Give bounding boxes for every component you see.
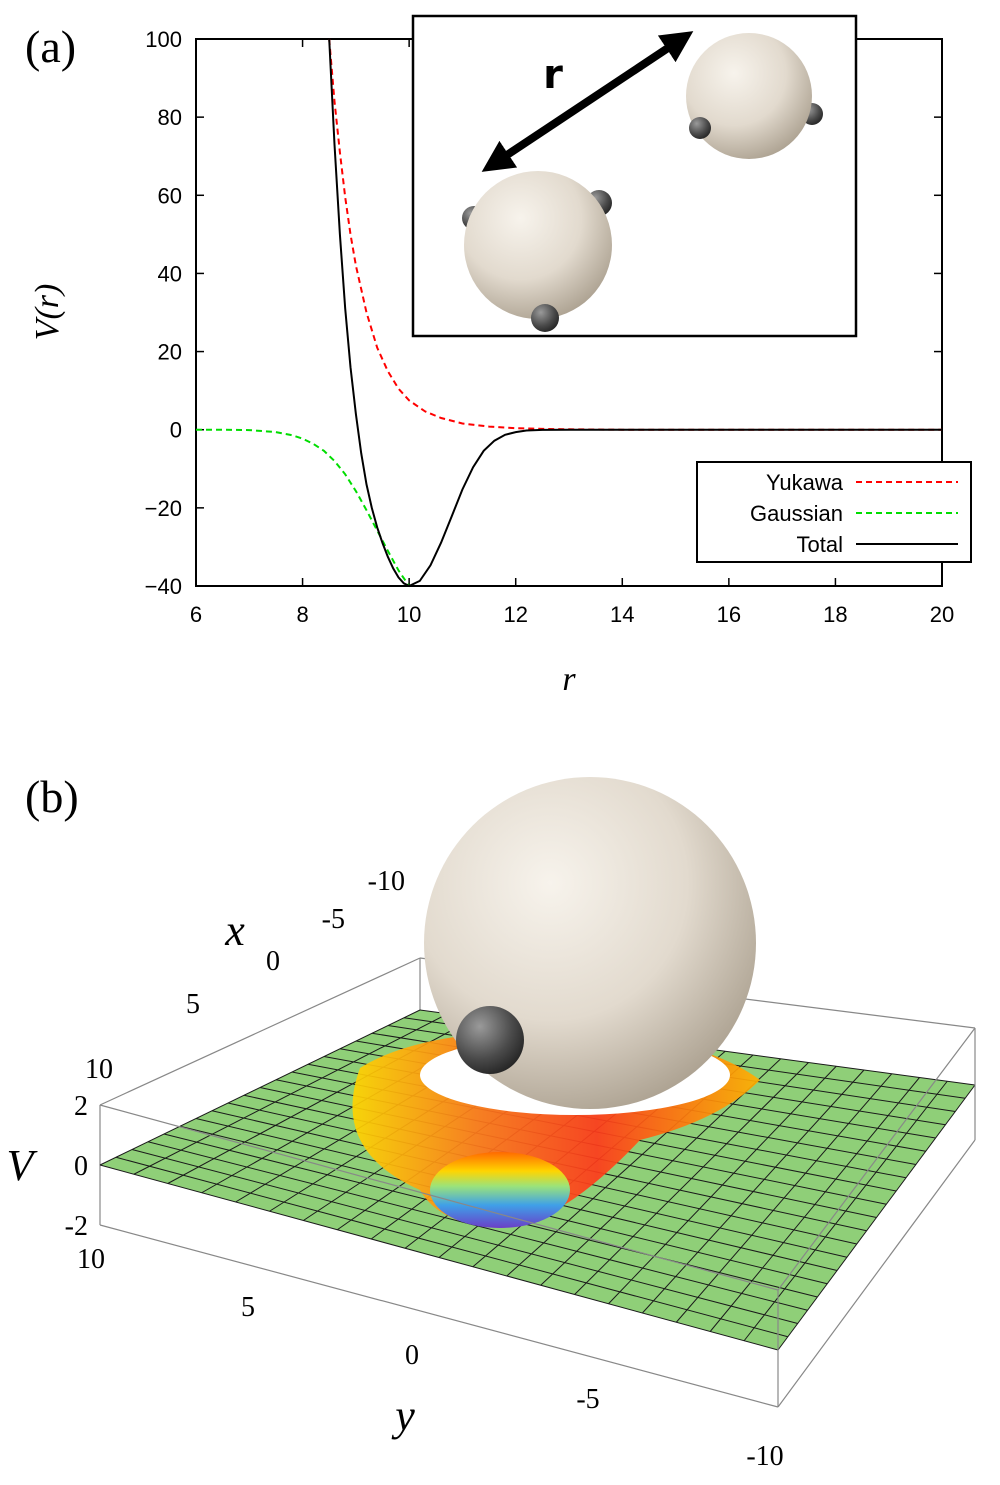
legend-label-yukawa: Yukawa [766,470,844,495]
y-tick-label: 100 [145,27,182,52]
inset-illustration: r [411,14,858,338]
x-tick-label: 0 [266,946,280,977]
v-tick-label: 2 [74,1091,88,1122]
panel-a-label: (a) [25,21,76,72]
particle-patch [689,117,711,139]
y-tick-label: 80 [158,105,182,130]
legend-label-total: Total [797,532,843,557]
legend-box [696,461,972,563]
x-tick-label: 5 [186,989,200,1020]
y-tick-label: 10 [77,1244,105,1275]
y-tick-label: 0 [405,1340,419,1371]
series-total [328,38,942,588]
v-axis-label: V [7,1141,39,1190]
patchy-particle-2 [686,33,823,159]
legend: Yukawa Gaussian Total [696,461,972,563]
x-tick-label: -5 [322,904,345,935]
v-tick-label: 0 [74,1151,88,1182]
x-tick-label: 6 [190,602,202,627]
x-tick-label: 20 [930,602,954,627]
v-tick-label: -2 [65,1211,88,1242]
surface-plot-3d: -10 -5 0 5 10 x 2 0 -2 V 10 5 0 -5 -10 y [7,777,976,1472]
y-tick-label: −20 [145,496,182,521]
y-tick-label: -5 [576,1384,599,1415]
x-tick-label: 10 [85,1054,113,1085]
mesh-line [709,1077,920,1332]
distance-label: r [543,52,563,98]
y-axis-label: V(r) [29,284,66,341]
panel-b-label: (b) [25,771,79,822]
particle-patch [456,1006,524,1074]
y-tick-label: -10 [746,1441,783,1472]
y-tick-label: −40 [145,574,182,599]
box-edges-front [99,1027,976,1408]
y-axis-ticks: 10 5 0 -5 -10 [77,1244,784,1472]
v-axis-ticks: 2 0 -2 [65,1091,88,1242]
patchy-particle-3d [424,777,756,1109]
legend-label-gaussian: Gaussian [750,501,843,526]
particle-patch [531,304,559,332]
x-tick-label: -10 [368,866,405,897]
particle-sphere [464,171,612,319]
y-tick-label: 5 [241,1292,255,1323]
y-tick-label: 0 [170,418,182,443]
mesh-line [675,1073,893,1323]
mesh-line [540,1058,782,1286]
x-axis-ticks: -10 -5 0 5 10 [85,866,405,1085]
mesh-line [608,1065,837,1305]
mesh-line [574,1062,809,1295]
x-tick-label: 12 [503,602,527,627]
well-bottom [430,1152,570,1228]
x-tick-label: 14 [610,602,634,627]
x-axis-label: r [562,661,576,698]
mesh-line [642,1069,865,1314]
x-axis-label: x [224,906,245,955]
series-yukawa [328,38,942,431]
x-tick-label: 8 [296,602,308,627]
x-tick-label: 18 [823,602,847,627]
particle-sphere [686,33,812,159]
mesh-line [777,1084,976,1351]
y-tick-label: 20 [158,340,182,365]
series-gaussian [196,428,410,587]
y-tick-label: 40 [158,261,182,286]
distance-arrow [481,31,694,172]
y-axis-label: y [391,1391,415,1440]
y-tick-label: 60 [158,183,182,208]
x-tick-label: 16 [717,602,741,627]
x-tick-label: 10 [397,602,421,627]
tick-labels: 6 8 10 12 14 16 18 20 −40 −20 0 20 40 60 80 100 [145,27,955,627]
series-lines [196,38,942,588]
patchy-particle-1 [462,171,612,332]
